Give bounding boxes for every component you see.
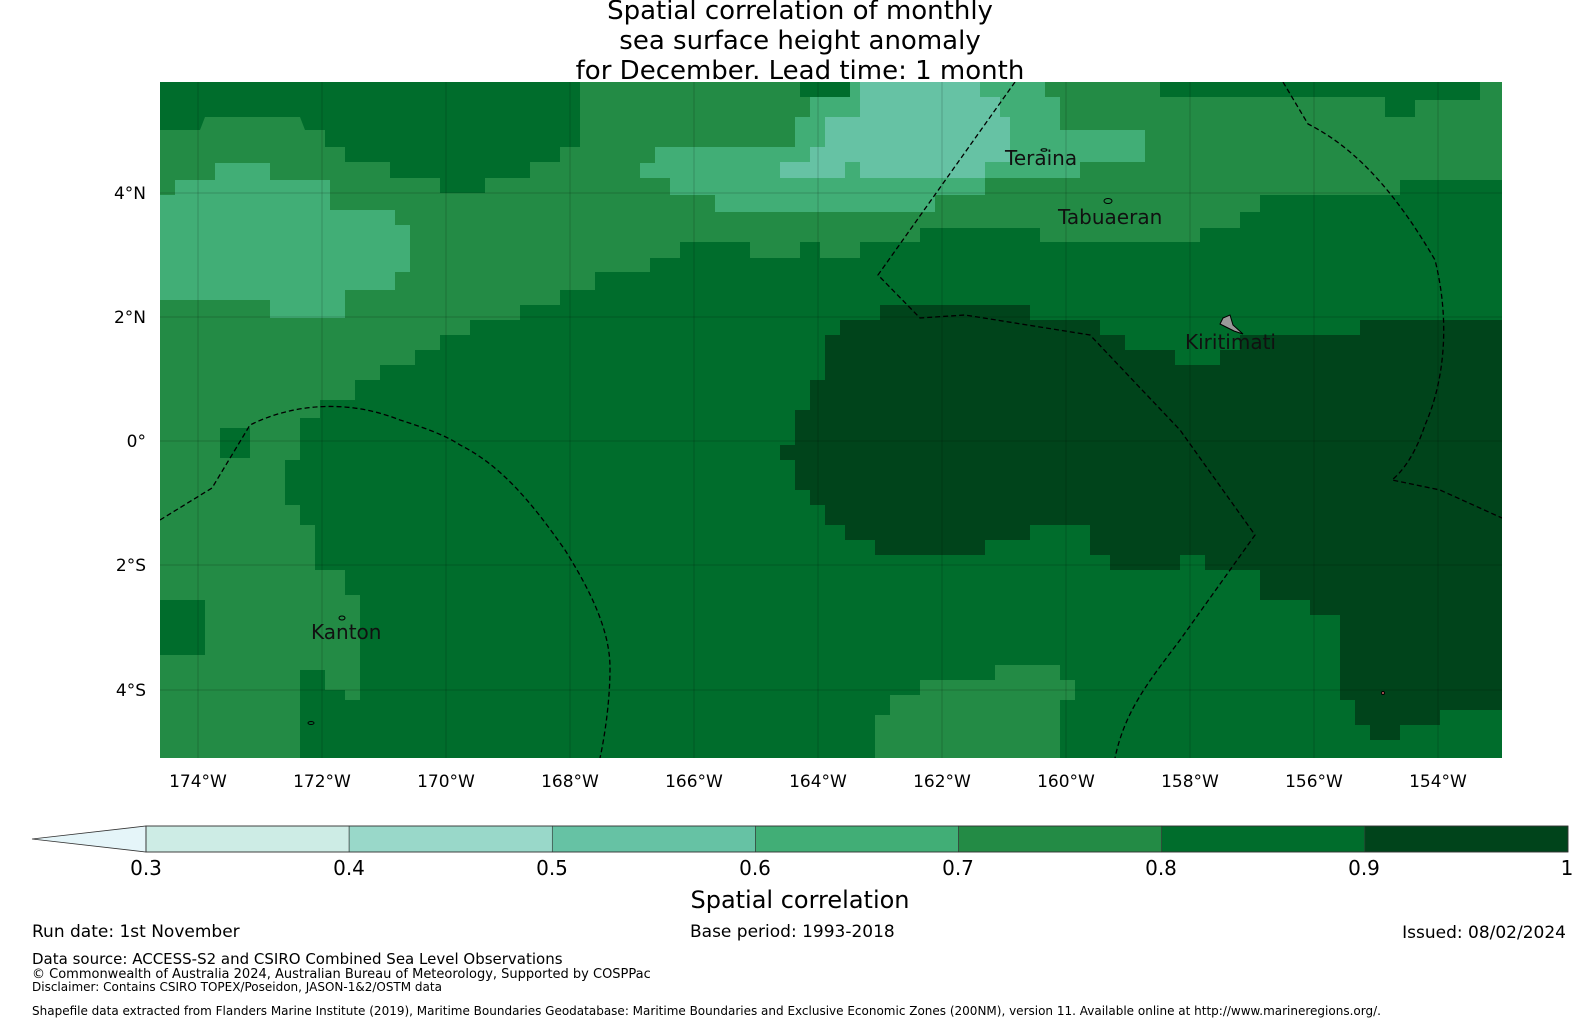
run-date: Run date: 1st November (32, 922, 240, 942)
lon-ticks: 174°W 172°W 170°W 168°W 166°W 164°W 162°… (169, 772, 1467, 792)
lon-tick: 174°W (169, 772, 227, 792)
colorbar-extend-arrow (31, 825, 147, 853)
field-0.9-1.0 (780, 305, 1502, 740)
kiritimati-island (1219, 314, 1244, 335)
title-line-2: sea surface height anomaly (619, 26, 981, 56)
islet (307, 721, 315, 725)
base-period: Base period: 1993-2018 (690, 922, 895, 942)
colorbar-tick: 0.3 (130, 856, 162, 880)
colorbar: 0.3 0.4 0.5 0.6 0.7 0.8 0.9 1 Spatial co… (31, 825, 1573, 914)
colorbar-ticks: 0.3 0.4 0.5 0.6 0.7 0.8 0.9 1 (130, 856, 1573, 880)
lat-tick: 0° (127, 432, 146, 452)
lon-tick: 164°W (789, 772, 847, 792)
lon-tick: 162°W (913, 772, 971, 792)
kanton-island (338, 615, 346, 621)
colorbar-tick: 0.8 (1145, 856, 1177, 880)
copyright: © Commonwealth of Australia 2024, Austra… (32, 967, 651, 982)
teraina-island (1040, 148, 1048, 152)
eez-boundaries (160, 82, 1502, 758)
colorbar-outline (145, 825, 1569, 853)
issued-date: Issued: 08/02/2024 (1402, 923, 1566, 943)
label-kiritimati: Kiritimati (1185, 330, 1276, 354)
lat-tick: 4°N (114, 184, 146, 204)
correlation-field (160, 82, 1502, 758)
lon-tick: 160°W (1037, 772, 1095, 792)
colorbar-label: Spatial correlation (690, 886, 909, 914)
colorbar-tick: 0.7 (942, 856, 974, 880)
colorbar-cells (145, 825, 1569, 853)
lat-tick: 2°S (116, 556, 146, 576)
lon-tick: 154°W (1409, 772, 1467, 792)
colorbar-cell (1364, 825, 1569, 853)
colorbar-tick: 1 (1561, 856, 1574, 880)
chart-title: Spatial correlation of monthly sea surfa… (0, 0, 1590, 86)
field-0.8-0.9-patch (220, 428, 250, 458)
lon-tick: 156°W (1285, 772, 1343, 792)
colorbar-tick: 0.5 (536, 856, 568, 880)
field-0.8-0.9-patch (160, 600, 205, 655)
colorbar-cell (958, 825, 1163, 853)
label-kanton: Kanton (311, 620, 381, 644)
islet (1381, 691, 1385, 695)
disclaimer: Disclaimer: Contains CSIRO TOPEX/Poseido… (32, 980, 442, 994)
title-line-3: for December. Lead time: 1 month (575, 56, 1025, 86)
lat-tick: 2°N (114, 308, 146, 328)
label-teraina: Teraina (1004, 146, 1077, 170)
colorbar-cell (755, 825, 959, 853)
colorbar-tick: 0.4 (333, 856, 365, 880)
islands (307, 148, 1385, 725)
field-0.7-0.8 (160, 82, 1502, 758)
lon-tick: 166°W (665, 772, 723, 792)
graticule (160, 82, 1502, 758)
lon-tick: 168°W (541, 772, 599, 792)
data-source: Data source: ACCESS-S2 and CSIRO Combine… (32, 950, 563, 968)
colorbar-tick: 0.9 (1348, 856, 1380, 880)
lon-tick: 170°W (417, 772, 475, 792)
colorbar-cell (348, 825, 553, 853)
field-0.5-0.6 (780, 82, 1010, 178)
lat-ticks: 4°N 2°N 0° 2°S 4°S (114, 184, 146, 701)
colorbar-tick: 0.6 (739, 856, 771, 880)
lon-tick: 172°W (293, 772, 351, 792)
title-line-1: Spatial correlation of monthly (607, 0, 993, 26)
colorbar-cell (551, 825, 756, 853)
colorbar-cell (145, 825, 350, 853)
colorbar-cell (1161, 825, 1366, 853)
label-tabuaeran: Tabuaeran (1057, 205, 1162, 229)
tabuaeran-island (1103, 198, 1113, 204)
lon-tick: 158°W (1161, 772, 1219, 792)
place-labels: Teraina Tabuaeran Kiritimati Kanton (311, 146, 1276, 644)
shapefile-credit: Shapefile data extracted from Flanders M… (32, 1004, 1381, 1018)
lat-tick: 4°S (116, 681, 146, 701)
